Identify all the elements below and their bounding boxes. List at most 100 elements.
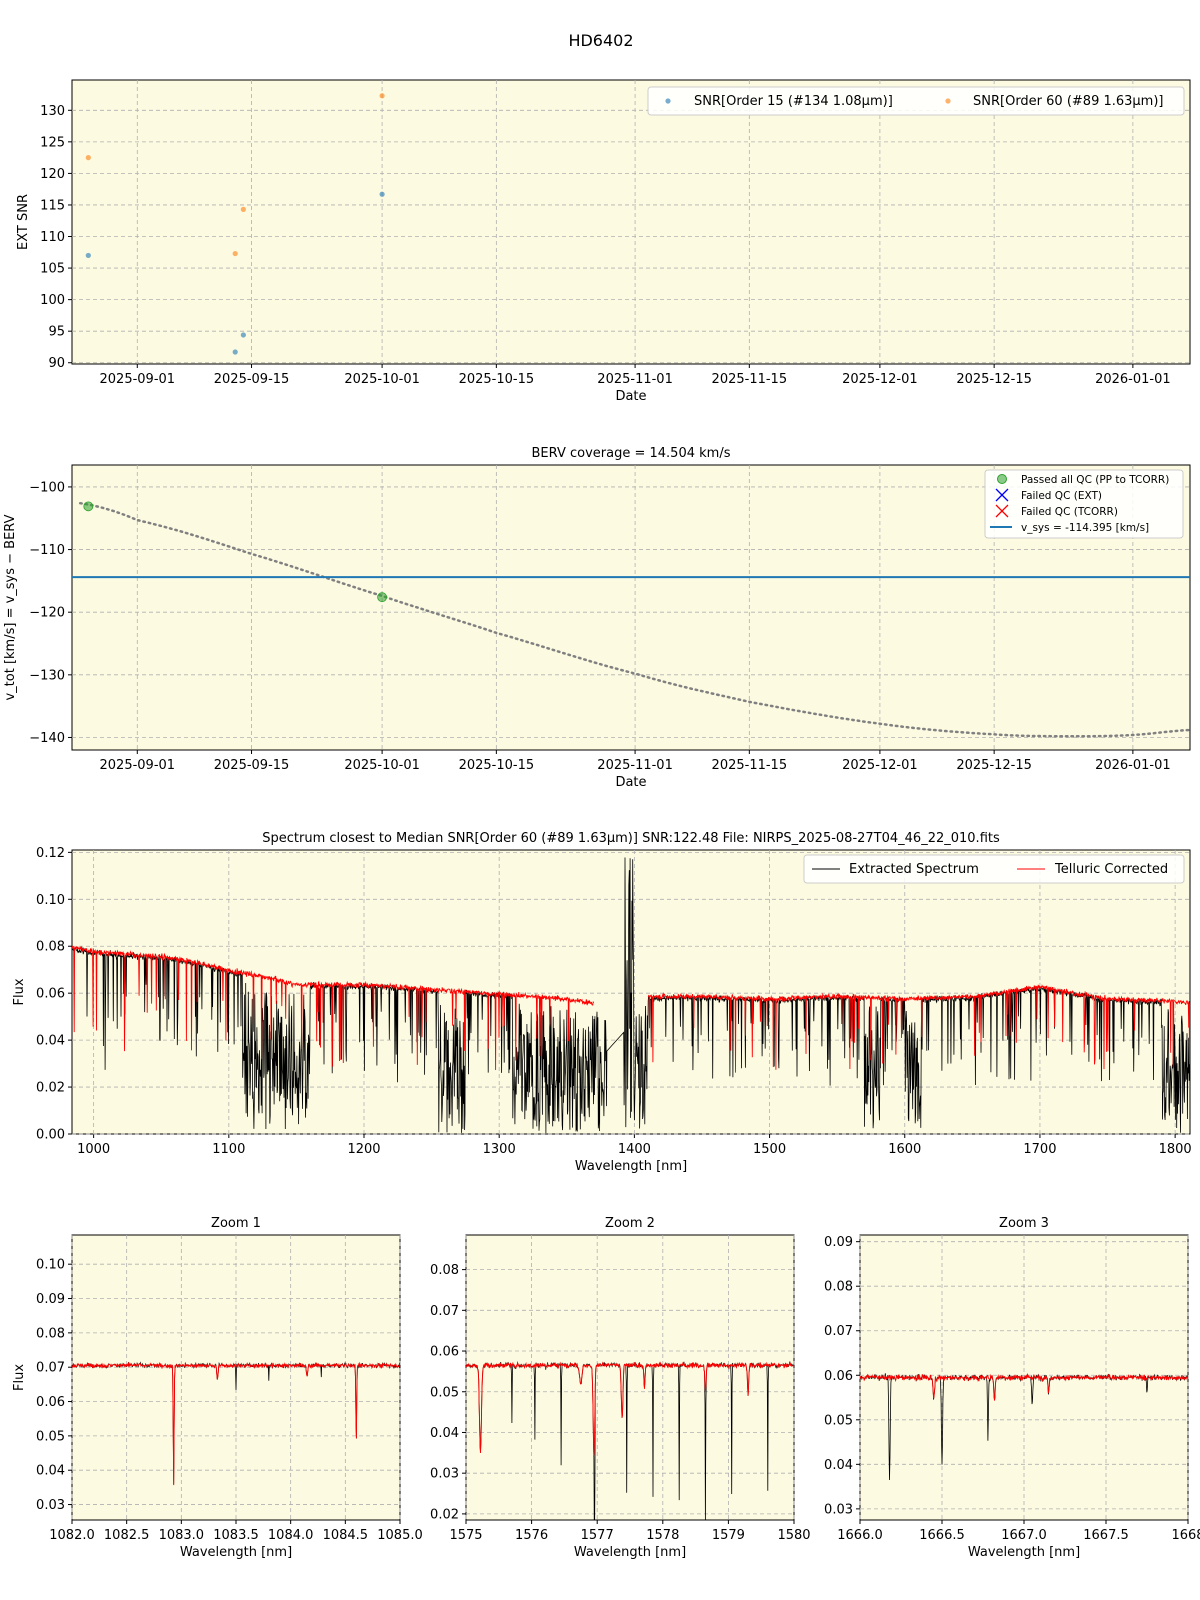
y-tick-label: 0.07 bbox=[824, 1324, 853, 1339]
legend-marker-order15 bbox=[665, 98, 671, 104]
legend-label-failed-ext: Failed QC (EXT) bbox=[1021, 490, 1102, 502]
x-tick-label: 2025-10-01 bbox=[344, 758, 420, 773]
x-tick-label: 1800 bbox=[1159, 1142, 1192, 1157]
x-tick-label: 2025-09-01 bbox=[100, 758, 176, 773]
data-point-order60 bbox=[232, 250, 238, 257]
y-tick-label: 0.08 bbox=[824, 1280, 853, 1295]
y-axis-label: EXT SNR bbox=[16, 194, 31, 250]
y-tick-label: −100 bbox=[29, 480, 65, 495]
x-tick-label: 1083.0 bbox=[159, 1528, 205, 1543]
legend: Passed all QC (PP to TCORR) Failed QC (EX… bbox=[984, 469, 1184, 539]
y-tick-label: 0.08 bbox=[36, 1326, 65, 1341]
y-tick-label: 0.07 bbox=[430, 1304, 459, 1319]
figure-title: HD6402 bbox=[568, 31, 633, 50]
y-tick-label: 0.03 bbox=[824, 1502, 853, 1517]
x-tick-label: 1578 bbox=[646, 1528, 679, 1543]
x-tick-label: 2025-10-01 bbox=[344, 372, 420, 387]
x-tick-label: 1082.5 bbox=[104, 1528, 150, 1543]
x-axis-label: Date bbox=[615, 389, 646, 404]
y-tick-label: 0.04 bbox=[36, 1034, 65, 1049]
x-tick-label: 2025-11-15 bbox=[712, 372, 788, 387]
y-tick-label: 0.09 bbox=[824, 1235, 853, 1250]
y-tick-label: −110 bbox=[29, 543, 65, 558]
y-tick-label: 0.03 bbox=[36, 1498, 65, 1513]
x-tick-label: 2025-09-15 bbox=[214, 372, 290, 387]
x-tick-label: 2025-10-15 bbox=[459, 372, 535, 387]
spectrum-marks bbox=[72, 857, 1190, 1134]
spectrum-panel: 1000 1100 1200 1300 1400 1500 1600 1700 1800 0.00… bbox=[12, 831, 1192, 1174]
panel-title: Zoom 2 bbox=[605, 1216, 655, 1231]
y-axis-label: Flux bbox=[12, 1364, 27, 1391]
y-tick-label: 0.04 bbox=[36, 1464, 65, 1479]
x-tick-label: 1666.0 bbox=[837, 1528, 883, 1543]
x-axis-label: Wavelength [nm] bbox=[968, 1545, 1080, 1560]
y-tick-label: 0.04 bbox=[430, 1426, 459, 1441]
x-tick-label: 1576 bbox=[515, 1528, 548, 1543]
data-point-order15 bbox=[240, 332, 246, 338]
legend-label-vsys: v_sys = -114.395 [km/s] bbox=[1021, 522, 1149, 534]
x-tick-label: 1083.5 bbox=[213, 1528, 259, 1543]
panel-title: Spectrum closest to Median SNR[Order 60 … bbox=[262, 831, 1000, 846]
zoom2-panel: 1575 1576 1577 1578 1579 1580 0.02 0.03 0.04 0.05… bbox=[430, 1216, 811, 1560]
y-tick-label: 0.00 bbox=[36, 1128, 65, 1143]
y-tick-label: 105 bbox=[40, 262, 65, 277]
x-tick-label: 2025-12-15 bbox=[956, 372, 1032, 387]
data-point-order60 bbox=[240, 206, 246, 212]
y-tick-label: 110 bbox=[40, 230, 65, 245]
y-axis-label: v_tot [km/s] = v_sys − BERV bbox=[3, 514, 18, 700]
x-tick-label: 1577 bbox=[581, 1528, 614, 1543]
x-tick-label: 1082.0 bbox=[49, 1528, 95, 1543]
legend-label-telluric: Telluric Corrected bbox=[1054, 862, 1168, 877]
y-tick-label: −130 bbox=[29, 668, 65, 683]
y-tick-label: 0.05 bbox=[430, 1385, 459, 1400]
y-tick-label: 120 bbox=[40, 167, 65, 182]
x-axis-label: Date bbox=[615, 775, 646, 790]
y-tick-label: 0.05 bbox=[824, 1413, 853, 1428]
zoom3-marks bbox=[860, 1373, 1188, 1481]
passed-qc-point bbox=[377, 592, 388, 603]
x-tick-label: 2026-01-01 bbox=[1095, 758, 1171, 773]
zoom2-plot-area bbox=[465, 1234, 795, 1521]
passed-qc-point bbox=[83, 501, 94, 512]
y-tick-label: 0.09 bbox=[36, 1292, 65, 1307]
x-tick-label: 1575 bbox=[449, 1528, 482, 1543]
legend-box bbox=[984, 469, 1184, 539]
x-tick-label: 1580 bbox=[777, 1528, 810, 1543]
y-tick-label: 115 bbox=[40, 198, 65, 213]
x-tick-label: 2025-09-01 bbox=[100, 372, 176, 387]
data-point-order15 bbox=[85, 252, 91, 259]
y-tick-label: 0.08 bbox=[36, 940, 65, 955]
x-tick-label: 1666.5 bbox=[919, 1528, 965, 1543]
x-tick-label: 1700 bbox=[1023, 1142, 1056, 1157]
panel-title: BERV coverage = 14.504 km/s bbox=[532, 446, 731, 461]
y-tick-label: 0.10 bbox=[36, 893, 65, 908]
telluric-corrected-line bbox=[72, 1361, 400, 1486]
y-tick-label: 0.02 bbox=[430, 1507, 459, 1522]
legend-label-extracted: Extracted Spectrum bbox=[849, 862, 979, 877]
y-tick-label: 100 bbox=[40, 293, 65, 308]
y-tick-label: 0.06 bbox=[824, 1369, 853, 1384]
legend-label-order60: SNR[Order 60 (#89 1.63μm)] bbox=[973, 94, 1164, 109]
legend-label-order15: SNR[Order 15 (#134 1.08μm)] bbox=[694, 94, 893, 109]
y-tick-label: 125 bbox=[40, 135, 65, 150]
x-tick-label: 1600 bbox=[888, 1142, 921, 1157]
x-tick-label: 1400 bbox=[618, 1142, 651, 1157]
y-tick-label: 0.04 bbox=[824, 1458, 853, 1473]
berv-panel: 2025-09-01 2025-09-15 2025-10-01 2025-10-15… bbox=[3, 446, 1191, 790]
y-tick-label: 0.06 bbox=[430, 1345, 459, 1360]
x-tick-label: 2025-09-15 bbox=[214, 758, 290, 773]
snr-marks bbox=[85, 93, 385, 355]
telluric-corrected-line bbox=[72, 945, 595, 1071]
panel-title: Zoom 3 bbox=[999, 1216, 1049, 1231]
x-tick-label: 1100 bbox=[212, 1142, 245, 1157]
x-tick-label: 2025-12-01 bbox=[842, 758, 918, 773]
y-tick-label: 0.12 bbox=[36, 846, 65, 861]
legend-box bbox=[647, 86, 1185, 116]
telluric-corrected-line bbox=[860, 1373, 1188, 1401]
data-point-order15 bbox=[379, 191, 385, 197]
y-tick-label: 130 bbox=[40, 104, 65, 119]
telluric-corrected-line bbox=[466, 1360, 794, 1456]
panel-title: Zoom 1 bbox=[211, 1216, 261, 1231]
y-tick-label: 95 bbox=[48, 325, 65, 340]
